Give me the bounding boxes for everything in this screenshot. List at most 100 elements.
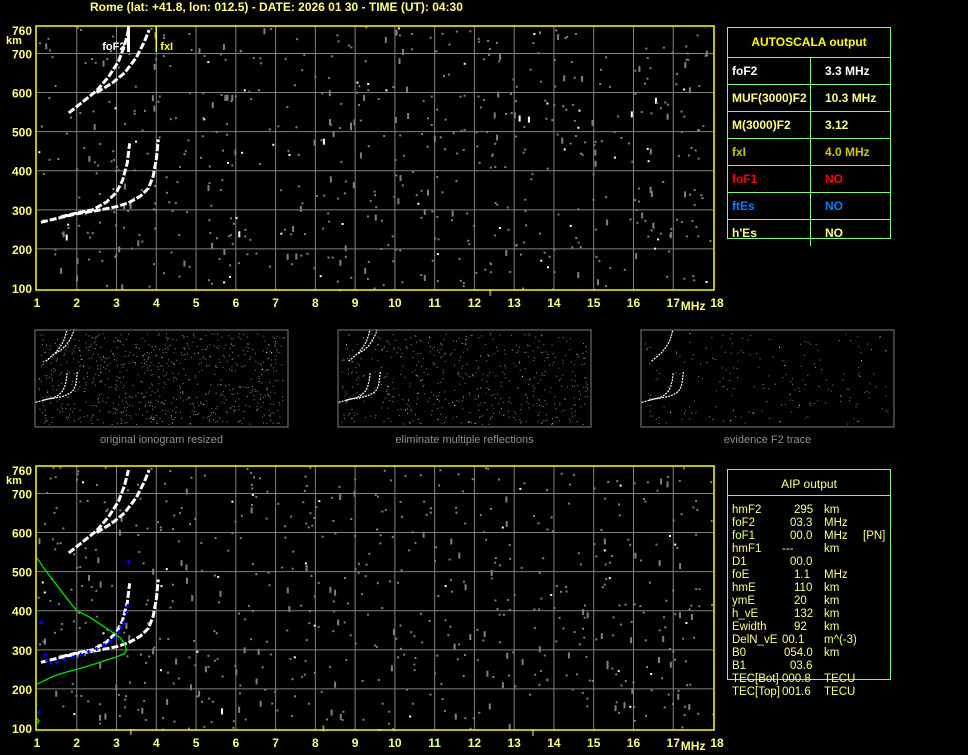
noise-dot [39,643,41,646]
noise-dot [531,173,534,176]
noise-dot [37,596,40,599]
noise-dot [277,502,280,505]
noise-dot [438,351,440,353]
noise-dot [528,333,530,335]
noise-dot [332,630,335,633]
noise-dot [119,377,121,379]
noise-dot [585,656,588,658]
noise-dot [565,674,568,677]
noise-dot [136,356,138,358]
noise-dot [76,258,79,265]
noise-dot [267,369,269,371]
noise-dot [221,179,224,182]
noise-dot [472,717,475,720]
noise-dot [428,342,430,344]
noise-dot [87,349,89,351]
noise-dot [524,351,526,353]
noise-dot [666,481,669,488]
noise-dot [191,410,193,412]
noise-dot [178,373,180,375]
noise-dot [183,260,186,267]
noise-dot [329,665,331,668]
noise-dot [572,371,573,373]
noise-dot [881,408,883,410]
noise-dot [475,271,478,274]
noise-dot [255,360,257,362]
noise-dot [84,547,87,550]
noise-dot [475,131,478,134]
noise-dot [270,28,273,31]
y-tick-label: 100 [12,282,32,296]
noise-dot [350,276,353,279]
noise-dot [659,107,662,110]
aip-point [44,658,49,663]
noise-dot [40,125,43,128]
noise-dot [600,68,602,71]
noise-dot [257,89,260,92]
noise-dot [276,709,279,712]
noise-dot [546,102,549,105]
noise-dot [178,275,181,278]
noise-dot [482,639,485,642]
noise-dot [458,375,460,377]
noise-dot [359,152,362,159]
noise-dot [466,349,468,351]
noise-dot [116,359,117,361]
aip-output-box: AIP output [727,469,891,680]
noise-dot [154,227,157,230]
noise-dot [408,549,411,552]
noise-dot [158,376,160,378]
noise-dot [495,397,497,399]
noise-dot [460,129,463,132]
noise-dot [531,729,534,736]
noise-dot [519,419,521,421]
noise-dot [185,564,188,571]
noise-dot [519,370,521,371]
noise-dot [511,349,513,351]
noise-dot [547,354,549,356]
noise-dot [185,488,188,495]
noise-dot [144,396,146,398]
noise-dot [356,343,358,345]
noise-dot [105,402,107,404]
noise-dot [646,348,648,350]
noise-dot [679,373,681,375]
noise-dot [484,268,487,271]
noise-dot [232,720,235,723]
noise-dot [116,365,118,367]
noise-dot [208,416,210,417]
noise-dot [447,634,450,637]
noise-dot [110,160,113,163]
aip-value: 00.0 [790,530,813,542]
noise-dot [121,420,123,421]
noise-dot [221,708,223,715]
noise-dot [421,366,423,368]
noise-dot [129,681,131,684]
noise-dot [487,40,490,42]
noise-dot [414,335,416,337]
noise-dot [481,423,483,425]
noise-dot [171,415,172,416]
noise-dot [87,372,88,374]
noise-dot [515,244,518,247]
x-tick-label: 16 [627,296,641,310]
noise-dot [152,648,155,655]
noise-dot [104,713,107,720]
noise-dot [150,27,153,30]
noise-dot [546,403,548,405]
aip-value: 110 [794,582,813,594]
noise-dot [69,372,70,374]
noise-dot [416,364,417,366]
noise-dot [498,641,501,644]
noise-dot [301,69,304,72]
noise-dot [173,720,176,723]
noise-dot [645,343,646,345]
noise-dot [51,538,54,541]
noise-dot [190,49,193,51]
noise-dot [75,345,77,347]
noise-dot [336,34,339,37]
noise-dot [327,256,330,259]
noise-dot [431,210,434,213]
noise-dot [269,344,271,346]
noise-dot [546,419,548,421]
